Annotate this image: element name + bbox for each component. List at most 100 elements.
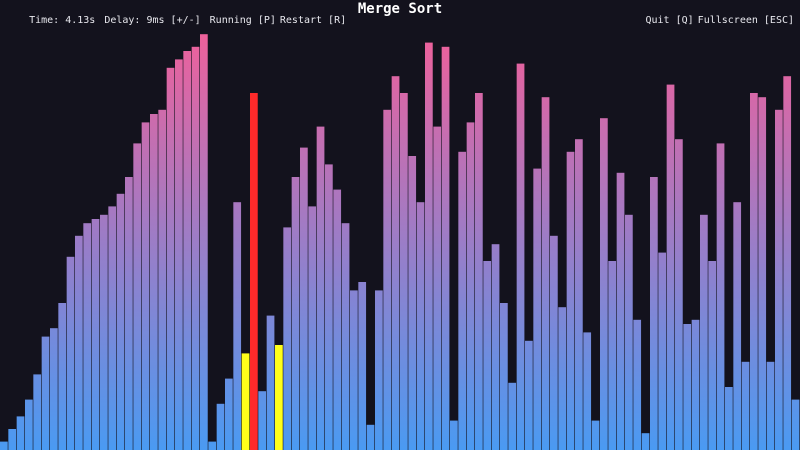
bar: [658, 252, 667, 450]
bar: [108, 206, 117, 450]
bar: [450, 420, 458, 450]
bar: [91, 219, 100, 450]
bar: [258, 391, 267, 450]
bar: [650, 177, 658, 450]
restart-control[interactable]: Restart [R]: [279, 15, 347, 26]
bar: [216, 403, 225, 450]
bar: [41, 336, 50, 450]
bar: [341, 223, 350, 450]
bar: [541, 97, 550, 450]
bar: [683, 324, 692, 450]
bar: [375, 290, 383, 450]
bar: [666, 84, 675, 450]
bar: [50, 328, 58, 450]
bar: [791, 399, 800, 450]
bar: [333, 189, 342, 450]
bar: [266, 315, 275, 450]
bar: [150, 114, 158, 450]
pause-toggle[interactable]: Running [P]: [209, 15, 276, 26]
bar: [725, 387, 733, 450]
bar: [691, 319, 700, 450]
bar: [625, 214, 633, 450]
bar: [608, 261, 617, 450]
bar: [733, 202, 742, 450]
bar-active: [250, 93, 258, 450]
bar: [125, 177, 133, 450]
bar: [558, 307, 567, 450]
bar-compare: [275, 345, 283, 450]
bar-compare: [241, 353, 250, 450]
bar: [366, 424, 375, 450]
bar: [533, 168, 542, 450]
bar: [575, 139, 583, 450]
bar: [775, 109, 783, 450]
bar: [300, 147, 308, 450]
bar: [458, 151, 467, 450]
bar: [316, 126, 325, 450]
hud-right: Quit [Q] Fullscreen [ESC]: [617, 4, 795, 37]
bar: [441, 46, 450, 450]
bar: [591, 420, 600, 450]
bar: [641, 433, 650, 450]
bar: [16, 416, 25, 450]
bar: [33, 374, 42, 450]
bar: [0, 441, 8, 450]
bar: [750, 93, 758, 450]
bar: [391, 76, 400, 450]
bar: [766, 361, 775, 450]
fullscreen-control[interactable]: Fullscreen [ESC]: [697, 15, 794, 26]
bar: [700, 214, 708, 450]
bar: [308, 206, 317, 450]
bar: [350, 290, 358, 450]
bar: [66, 256, 75, 450]
bar: [175, 59, 183, 450]
bar: [200, 34, 208, 450]
bar: [8, 429, 17, 450]
bar: [166, 67, 175, 450]
bar: [141, 122, 150, 450]
bar: [158, 109, 167, 450]
bar: [100, 214, 108, 450]
bar: [358, 282, 367, 450]
hud-left: Time: 4.13s Delay: 9ms [+/-] Running [P] Re…: [5, 4, 355, 37]
bar: [500, 303, 508, 450]
bar: [291, 177, 300, 450]
bar: [525, 340, 533, 450]
bar: [208, 441, 217, 450]
bar: [425, 42, 433, 450]
bar: [225, 378, 233, 450]
bar: [58, 303, 67, 450]
bar: [475, 93, 483, 450]
elapsed-time: Time: 4.13s: [29, 15, 96, 26]
bar: [583, 332, 592, 450]
bar: [550, 235, 558, 450]
bar: [708, 261, 717, 450]
quit-control[interactable]: Quit [Q]: [645, 15, 694, 26]
bar: [483, 261, 492, 450]
bar: [25, 399, 33, 450]
bar: [408, 156, 417, 450]
bar: [283, 227, 292, 450]
bar: [783, 76, 792, 450]
bar: [616, 172, 625, 450]
bar: [383, 109, 392, 450]
bar: [716, 143, 725, 450]
bar: [116, 193, 125, 450]
bar: [183, 51, 192, 450]
bar: [566, 151, 575, 450]
algorithm-title: Merge Sort: [357, 1, 443, 17]
bar: [741, 361, 750, 450]
bar: [83, 223, 92, 450]
bar: [75, 235, 83, 450]
delay-control[interactable]: Delay: 9ms [+/-]: [104, 15, 201, 26]
bar: [433, 126, 442, 450]
bar: [133, 143, 142, 450]
bar: [600, 118, 608, 450]
bar: [466, 122, 475, 450]
bar: [516, 63, 525, 450]
bar: [325, 164, 333, 450]
bar: [400, 93, 408, 450]
bar: [633, 319, 642, 450]
